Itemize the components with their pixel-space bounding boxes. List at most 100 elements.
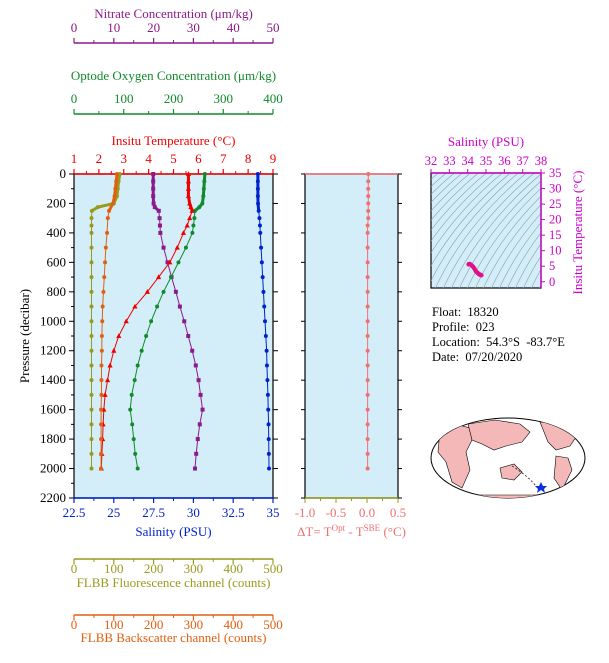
- nitrate-point: [198, 392, 203, 397]
- nitrate-tick-label: 0: [71, 20, 78, 35]
- oxygen-point: [176, 260, 181, 265]
- fluorescence-tick-label: 500: [263, 561, 283, 576]
- temperature-point: [102, 392, 108, 397]
- temperature-point: [180, 230, 187, 235]
- oxygen-point: [130, 422, 135, 427]
- salinity-point: [260, 275, 265, 280]
- oxygen-point: [139, 348, 144, 353]
- salinity-point: [256, 208, 261, 213]
- ts-x-tick-label: 35: [480, 154, 493, 168]
- temperature-tick-label: 6: [195, 151, 202, 166]
- fluorescence-tick-label: 100: [104, 561, 124, 576]
- salinity-point: [266, 407, 271, 412]
- fluorescence-tick-label: 200: [144, 561, 164, 576]
- nitrate-point: [192, 466, 197, 471]
- delta-axis-title-part: Opt: [332, 523, 346, 533]
- ts-x-tick-label: 32: [425, 154, 438, 168]
- oxygen-tick-label: 300: [214, 91, 234, 106]
- profile-date: Date: 07/20/2020: [432, 350, 523, 364]
- oxygen-point: [133, 451, 138, 456]
- pressure-tick-label: 2000: [40, 461, 66, 476]
- oxygen-point: [201, 186, 206, 191]
- temperature-point: [167, 259, 173, 265]
- pressure-tick-label: 2200: [40, 490, 66, 505]
- nitrate-point: [173, 289, 178, 294]
- temperature-point: [187, 215, 193, 221]
- delta-tick-label: -0.5: [326, 505, 347, 520]
- oxygen-tick-label: 200: [164, 91, 184, 106]
- backscatter-point: [105, 216, 110, 221]
- ts-isopycnal: [507, 232, 541, 288]
- oxygen-point: [192, 216, 197, 221]
- ts-y-tick-label: 15: [549, 228, 562, 242]
- nitrate-tick-label: 40: [227, 20, 240, 35]
- delta-point: [365, 363, 370, 368]
- salinity-point: [255, 186, 260, 191]
- float-number: Float: 18320: [432, 305, 499, 319]
- temperature-point: [111, 347, 117, 353]
- salinity-tick-label: 30: [187, 505, 200, 520]
- ts-isopycnal: [431, 173, 479, 221]
- nitrate-point: [190, 348, 195, 353]
- nitrate-point: [151, 186, 156, 191]
- nitrate-point: [186, 334, 191, 338]
- nitrate-axis-title: Nitrate Concentration (μm/kg): [94, 6, 253, 21]
- temperature-point: [185, 171, 192, 176]
- delta-point: [365, 275, 370, 280]
- ts-isopycnal: [531, 268, 541, 288]
- backscatter-tick-label: 200: [144, 617, 164, 632]
- fluorescence-point: [89, 334, 94, 338]
- delta-temperature-plot: -1.0 -0.5 0.0 0.5 ΔT= TOpt - TSBE (°C): [295, 172, 406, 539]
- temperature-tick-label: 8: [245, 151, 252, 166]
- nitrate-point: [195, 437, 200, 442]
- fluorescence-point: [89, 245, 94, 250]
- delta-point: [365, 407, 370, 412]
- fluorescence-point: [89, 407, 94, 412]
- oxygen-point: [201, 194, 206, 199]
- fluorescence-axis-title: FLBB Fluorescence channel (counts): [77, 575, 271, 590]
- salinity-point: [263, 334, 268, 338]
- ts-isopycnal: [591, 133, 609, 298]
- delta-point: [366, 208, 371, 213]
- nitrate-point: [152, 205, 157, 210]
- salinity-point: [264, 348, 269, 353]
- continent: [467, 419, 531, 451]
- salinity-tick-label: 22.5: [63, 505, 86, 520]
- ts-y-tick-label: 10: [549, 244, 562, 258]
- delta-point: [365, 223, 370, 228]
- delta-point: [366, 172, 371, 176]
- nitrate-point: [161, 245, 166, 250]
- oxygen-axis-title: Optode Oxygen Concentration (μm/kg): [71, 68, 276, 83]
- float-track: [511, 465, 537, 487]
- nitrate-point: [151, 201, 156, 206]
- delta-point: [365, 334, 370, 338]
- oxygen-point: [144, 334, 149, 338]
- ts-isopycnal: [483, 204, 541, 288]
- ts-isopycnal: [431, 173, 471, 212]
- backscatter-point: [100, 319, 105, 324]
- oxygen-point: [132, 378, 137, 383]
- oxygen-point: [161, 289, 166, 294]
- delta-point: [365, 304, 370, 309]
- delta-point: [365, 319, 370, 324]
- temperature-point: [132, 303, 138, 309]
- delta-point: [365, 230, 370, 235]
- nitrate-tick-label: 30: [187, 20, 200, 35]
- pressure-tick-label: 1600: [40, 402, 66, 417]
- ts-y-tick-label: 35: [549, 166, 562, 180]
- oxygen-point: [149, 319, 154, 324]
- ts-isopycnal: [431, 173, 487, 231]
- salinity-point: [258, 230, 263, 235]
- temperature-tick-label: 1: [71, 151, 78, 166]
- oxygen-tick-label: 100: [114, 91, 134, 106]
- ts-y-tick-label: 30: [549, 182, 562, 196]
- salinity-point: [255, 194, 260, 199]
- oxygen-point: [128, 407, 133, 412]
- continent: [553, 455, 573, 491]
- delta-plot-area: [304, 173, 399, 499]
- delta-point: [365, 392, 370, 397]
- salinity-point: [263, 319, 268, 324]
- fluorescence-tick-label: 400: [223, 561, 243, 576]
- salinity-point: [255, 172, 260, 176]
